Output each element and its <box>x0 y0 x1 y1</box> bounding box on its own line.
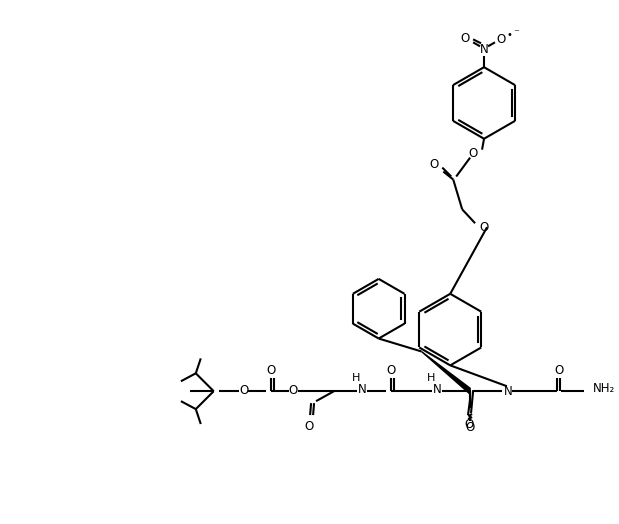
Text: O: O <box>386 364 396 377</box>
Text: N: N <box>480 43 488 56</box>
Text: N: N <box>433 383 442 396</box>
Text: O: O <box>239 384 248 397</box>
Text: •: • <box>507 30 513 40</box>
Text: O: O <box>465 421 475 434</box>
Text: O: O <box>288 384 298 397</box>
Text: N: N <box>503 385 513 398</box>
Text: O: O <box>464 418 474 431</box>
Text: O: O <box>267 364 276 377</box>
Text: ⁻: ⁻ <box>513 28 519 38</box>
Text: O: O <box>305 420 314 433</box>
Text: N: N <box>357 383 366 396</box>
Text: O: O <box>479 221 488 234</box>
Text: O: O <box>496 33 506 46</box>
Text: O: O <box>554 364 563 377</box>
Text: O: O <box>469 147 478 160</box>
Text: O: O <box>430 158 439 171</box>
Text: NH₂: NH₂ <box>594 381 616 395</box>
Text: H: H <box>427 373 436 383</box>
Text: O: O <box>461 32 470 45</box>
Polygon shape <box>422 352 470 394</box>
Text: H: H <box>352 373 360 383</box>
